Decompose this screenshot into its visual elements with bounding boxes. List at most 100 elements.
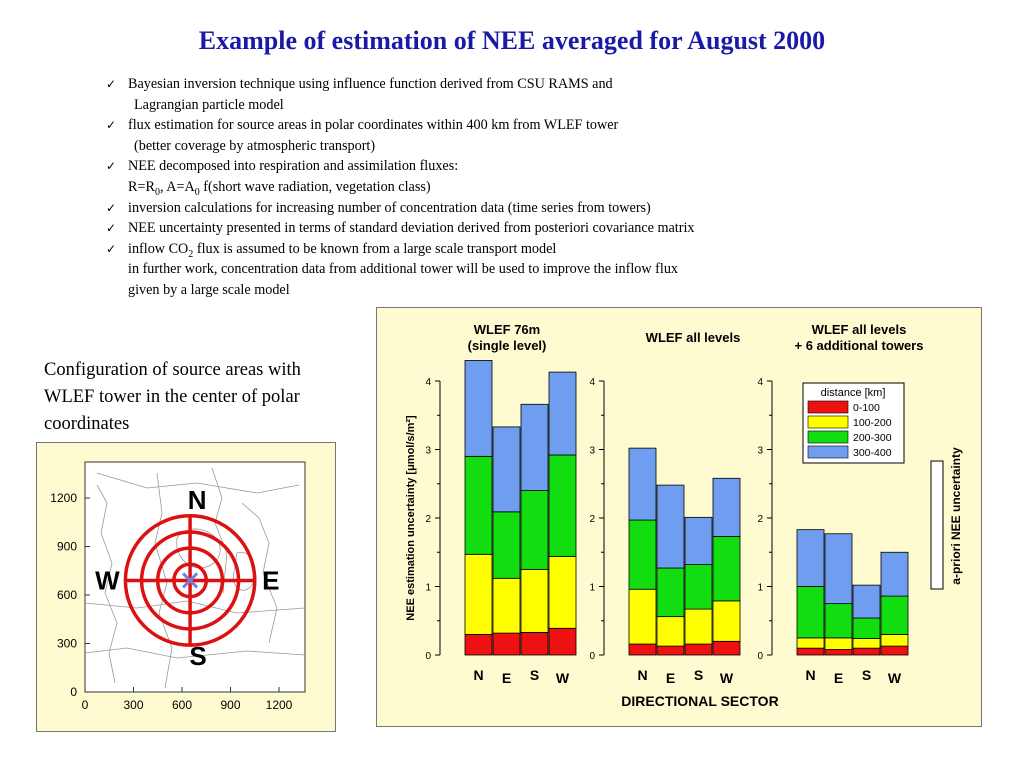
- checkmark-icon: ✓: [106, 200, 117, 215]
- boundary-line: [84, 647, 306, 659]
- bullet-item: ✓ flux estimation for source areas in pol…: [104, 115, 844, 156]
- bar-segment-N-0-100: [796, 647, 825, 656]
- chart-panel-2: 0 1 2 3 4 WLEF all levels N E S W: [589, 330, 741, 686]
- bar-segment-S-200-300: [684, 564, 713, 610]
- slide-title: Example of estimation of NEE averaged fo…: [198, 26, 826, 55]
- bullet-line: NEE decomposed into respiration and assi…: [128, 156, 844, 177]
- bar-segment-N-0-100: [628, 643, 657, 656]
- y-tick-label: 2: [757, 514, 763, 525]
- bar-segment-N-300-400: [796, 529, 825, 587]
- bar-segment-S-300-400: [852, 584, 881, 619]
- boundary-line: [84, 600, 306, 614]
- bar-segment-N-100-200: [464, 553, 493, 635]
- tower-icon: [182, 572, 199, 589]
- chart-legend: distance [km] 0-100 100-200 200-300 300-400: [802, 382, 905, 464]
- bar-segment-S-0-100: [684, 643, 713, 656]
- bar-segment-E-300-400: [656, 484, 685, 569]
- panel-title: + 6 additional towers: [795, 338, 924, 353]
- legend-entry-label: 300-400: [853, 447, 892, 459]
- bullet-item: ✓ inflow CO2 flux is assumed to be known …: [104, 239, 844, 301]
- legend-swatch: [807, 430, 849, 444]
- bar-segment-W-100-200: [548, 555, 577, 629]
- boundary-line: [154, 472, 173, 689]
- checkmark-icon: ✓: [106, 77, 117, 91]
- y-tick-label: 0: [757, 651, 763, 662]
- bar-segment-E-100-200: [492, 577, 521, 634]
- bullet-line: Bayesian inversion technique using influ…: [128, 74, 844, 95]
- y-tick-label: 4: [757, 377, 763, 388]
- chart-panel: NEE estimation uncertainty [μmol/s/m²] 0 1…: [376, 307, 982, 727]
- y-tick-label: 1: [425, 583, 431, 594]
- bar-segment-W-300-400: [548, 371, 577, 456]
- bar-segment-E-200-300: [656, 567, 685, 618]
- bar-segment-N-0-100: [464, 634, 493, 656]
- bullet-text: flux is assumed to be known from a large…: [193, 240, 557, 257]
- bar-segment-E-100-200: [824, 637, 853, 650]
- bar-segment-W-0-100: [712, 640, 741, 656]
- category-label: S: [530, 667, 539, 683]
- y-tick-label: 1200: [50, 491, 77, 505]
- bar-segment-W-200-300: [880, 595, 909, 635]
- checkmark-icon: ✓: [106, 221, 117, 236]
- legend-swatch: [807, 400, 849, 414]
- category-label: N: [805, 667, 815, 683]
- config-caption: Configuration of source areas with WLEF …: [44, 360, 301, 434]
- direction-label-south: S: [189, 641, 206, 671]
- y-tick-label: 1: [757, 583, 763, 594]
- category-label: W: [556, 670, 570, 686]
- bullet-item: ✓ Bayesian inversion technique using infl…: [104, 74, 844, 115]
- tower-mark: [182, 572, 199, 589]
- y-tick-label: 1: [589, 583, 595, 594]
- y-tick-label: 0: [425, 651, 431, 662]
- map-boundaries: [84, 467, 306, 689]
- bullet-line: Lagrangian particle model: [128, 95, 844, 116]
- bullet-text: inversion calculations for increasing nu…: [128, 199, 651, 216]
- bullet-line: (better coverage by atmospheric transpor…: [128, 136, 844, 157]
- map-panel: 0 300 600 900 1200 0 300 600 900 1200 N E S W: [36, 442, 336, 732]
- y-tick-label: 4: [425, 377, 431, 388]
- bullet-text: Lagrangian particle model: [134, 96, 284, 113]
- chart-panel-3: 0 1 2 3 4 WLEF all levels+ 6 additional tower…: [757, 322, 923, 686]
- bar-segment-S-200-300: [852, 617, 881, 639]
- apriori-uncertainty-bar: [930, 460, 944, 590]
- bullet-item: ✓ inversion calculations for increasing n…: [104, 198, 844, 219]
- category-label: S: [694, 667, 703, 683]
- bullet-line: R=R0, A=A0 f(short wave radiation, veget…: [128, 177, 844, 198]
- bar-segment-S-100-200: [684, 608, 713, 645]
- bar-segment-N-100-200: [628, 588, 657, 645]
- apriori-uncertainty-label: a-priori NEE uncertainty: [949, 447, 963, 585]
- category-label: N: [637, 667, 647, 683]
- checkmark-icon: ✓: [106, 118, 117, 133]
- category-label: E: [666, 670, 675, 686]
- panel-title: (single level): [468, 338, 547, 353]
- y-tick-label: 300: [57, 637, 77, 651]
- direction-label-north: N: [188, 485, 207, 515]
- x-tick-label: 0: [82, 698, 89, 712]
- bullet-line: given by a large scale model: [128, 280, 844, 301]
- bullet-text: , A=A: [159, 178, 195, 195]
- bullet-text: in further work, concentration data from…: [128, 261, 679, 278]
- subscript-text: 2: [188, 248, 194, 260]
- bar-segment-W-200-300: [712, 536, 741, 602]
- panel-title: WLEF all levels: [646, 330, 741, 345]
- bullet-line: inversion calculations for increasing nu…: [128, 198, 844, 219]
- y-tick-label: 2: [589, 514, 595, 525]
- bar-segment-N-300-400: [464, 360, 493, 457]
- bullet-text: (better coverage by atmospheric transpor…: [134, 137, 376, 154]
- bar-segment-E-0-100: [824, 649, 853, 656]
- y-tick-label: 3: [757, 446, 763, 457]
- bullet-text: NEE decomposed into respiration and assi…: [128, 158, 459, 175]
- bar-segment-E-200-300: [824, 603, 853, 639]
- bar-segment-S-0-100: [520, 631, 549, 656]
- bar-segment-E-100-200: [656, 616, 685, 647]
- bullet-item: ✓ NEE uncertainty presented in terms of s…: [104, 218, 844, 239]
- y-tick-label: 0: [70, 685, 77, 699]
- checkmark-icon: ✓: [106, 159, 117, 174]
- x-tick-label: 900: [220, 698, 240, 712]
- panel-title: WLEF 76m: [474, 322, 540, 337]
- bar-segment-N-300-400: [628, 447, 657, 521]
- bullet-text: given by a large scale model: [128, 281, 290, 298]
- bar-segment-E-0-100: [492, 632, 521, 656]
- bar-segment-W-100-200: [712, 600, 741, 642]
- boundary-line: [96, 484, 118, 684]
